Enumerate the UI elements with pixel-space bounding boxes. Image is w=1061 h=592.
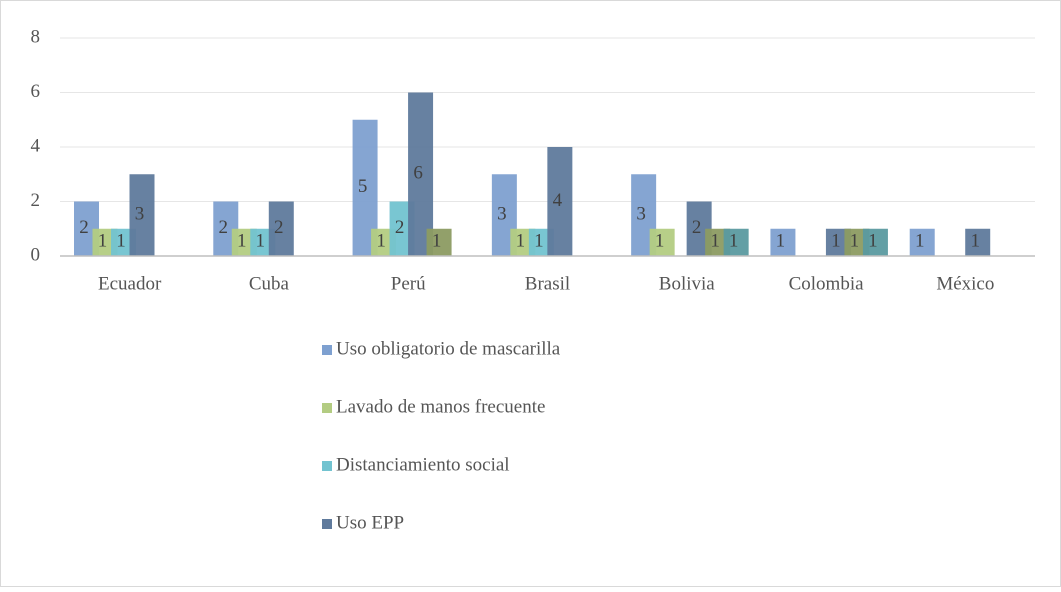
x-tick-label: Bolivia bbox=[659, 273, 716, 294]
bar bbox=[649, 228, 675, 256]
data-label: 1 bbox=[98, 231, 108, 252]
y-tick-label: 8 bbox=[31, 26, 41, 47]
data-label: 3 bbox=[636, 203, 646, 224]
data-label: 1 bbox=[776, 231, 786, 252]
legend-label: Uso EPP bbox=[336, 512, 404, 533]
x-tick-label: Perú bbox=[391, 273, 426, 294]
y-tick-label: 6 bbox=[31, 81, 41, 102]
legend-label: Lavado de manos frecuente bbox=[336, 396, 545, 417]
bar bbox=[547, 147, 573, 256]
data-label: 3 bbox=[497, 203, 507, 224]
data-label: 2 bbox=[274, 217, 284, 238]
data-label: 1 bbox=[915, 231, 925, 252]
data-label: 1 bbox=[432, 231, 442, 252]
data-label: 4 bbox=[553, 190, 563, 211]
bar bbox=[723, 228, 749, 256]
legend-label: Distanciamiento social bbox=[336, 454, 510, 475]
bar bbox=[129, 174, 155, 256]
data-label: 1 bbox=[868, 231, 878, 252]
data-label: 3 bbox=[135, 203, 145, 224]
y-tick-label: 2 bbox=[31, 190, 41, 211]
data-label: 1 bbox=[729, 231, 739, 252]
data-label: 1 bbox=[710, 231, 720, 252]
bar bbox=[426, 228, 452, 256]
data-label: 2 bbox=[692, 217, 702, 238]
x-tick-label: México bbox=[936, 273, 994, 294]
data-label: 6 bbox=[413, 163, 423, 184]
data-label: 1 bbox=[655, 231, 665, 252]
x-tick-label: Brasil bbox=[525, 273, 570, 294]
x-tick-label: Cuba bbox=[249, 273, 290, 294]
data-label: 5 bbox=[358, 176, 368, 197]
data-label: 1 bbox=[970, 231, 980, 252]
legend-swatch bbox=[322, 403, 332, 413]
legend-swatch bbox=[322, 345, 332, 355]
legend-label: Uso obligatorio de mascarilla bbox=[336, 338, 561, 359]
data-label: 1 bbox=[850, 231, 860, 252]
legend-swatch bbox=[322, 519, 332, 529]
bar bbox=[770, 228, 796, 256]
data-label: 2 bbox=[79, 217, 89, 238]
x-tick-label: Ecuador bbox=[98, 273, 162, 294]
legend-swatch bbox=[322, 461, 332, 471]
data-label: 1 bbox=[116, 231, 126, 252]
y-tick-label: 4 bbox=[31, 135, 41, 156]
bar bbox=[862, 228, 888, 256]
bar bbox=[909, 228, 935, 256]
x-tick-label: Colombia bbox=[789, 273, 865, 294]
data-label: 1 bbox=[534, 231, 544, 252]
y-tick-label: 0 bbox=[31, 244, 41, 265]
data-label: 1 bbox=[256, 231, 266, 252]
data-label: 1 bbox=[516, 231, 526, 252]
bar bbox=[268, 201, 294, 256]
data-label: 1 bbox=[831, 231, 841, 252]
data-label: 2 bbox=[219, 217, 229, 238]
data-label: 1 bbox=[237, 231, 247, 252]
data-label: 1 bbox=[376, 231, 386, 252]
bar bbox=[965, 228, 991, 256]
data-label: 2 bbox=[395, 217, 405, 238]
